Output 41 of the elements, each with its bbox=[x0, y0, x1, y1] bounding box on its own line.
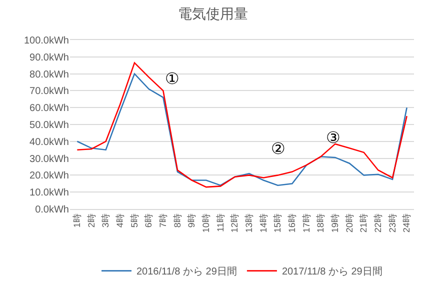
x-tick-label: 14時 bbox=[258, 214, 268, 233]
legend-label: 2017/11/8 から 29日間 bbox=[282, 266, 382, 278]
y-tick-label: 80.0kWh bbox=[30, 69, 69, 80]
x-tick-label: 24時 bbox=[402, 214, 412, 233]
y-tick-label: 40.0kWh bbox=[30, 136, 69, 148]
x-tick-label: 11時 bbox=[215, 214, 226, 232]
x-tick-label: 13時 bbox=[244, 214, 254, 233]
x-tick-label: 10時 bbox=[201, 214, 212, 233]
x-tick-label: 17時 bbox=[301, 214, 312, 233]
chart-title: 電気使用量 bbox=[178, 6, 248, 22]
y-tick-label: 30.0kWh bbox=[30, 154, 69, 165]
x-tick-label: 21時 bbox=[358, 214, 369, 233]
x-tick-label: 16時 bbox=[287, 214, 298, 233]
y-tick-label: 70.0kWh bbox=[30, 86, 69, 98]
y-tick-label: 10.0kWh bbox=[30, 188, 69, 199]
y-tick-label: 50.0kWh bbox=[30, 120, 69, 131]
x-tick-label: 6時 bbox=[144, 214, 154, 228]
x-tick-label: 1時 bbox=[72, 214, 82, 228]
annotation: ② bbox=[271, 141, 286, 158]
x-tick-label: 9時 bbox=[186, 214, 197, 228]
x-tick-label: 4時 bbox=[115, 214, 126, 228]
x-tick-label: 15時 bbox=[272, 214, 283, 233]
y-tick-label: 100.0kWh bbox=[24, 36, 69, 46]
y-tick-label: 90.0kWh bbox=[30, 52, 69, 64]
x-tick-label: 3時 bbox=[100, 214, 111, 228]
annotation: ③ bbox=[326, 130, 340, 147]
x-tick-label: 8時 bbox=[172, 214, 182, 228]
x-tick-label: 19時 bbox=[330, 214, 340, 233]
x-tick-label: 5時 bbox=[129, 214, 140, 228]
x-tick-label: 20時 bbox=[344, 214, 354, 233]
x-tick-label: 7時 bbox=[158, 214, 168, 228]
annotation: ① bbox=[165, 71, 180, 88]
x-tick-label: 23時 bbox=[387, 214, 398, 233]
x-tick-label: 22時 bbox=[373, 214, 384, 233]
y-tick-label: 60.0kWh bbox=[30, 103, 69, 114]
y-tick-label: 0.0kWh bbox=[35, 204, 69, 216]
legend-label: 2016/11/8 から 29日間 bbox=[136, 266, 237, 278]
y-tick-label: 20.0kWh bbox=[30, 170, 69, 182]
x-tick-label: 2時 bbox=[86, 214, 96, 228]
x-tick-label: 18時 bbox=[316, 214, 326, 233]
x-tick-label: 12時 bbox=[230, 214, 240, 233]
